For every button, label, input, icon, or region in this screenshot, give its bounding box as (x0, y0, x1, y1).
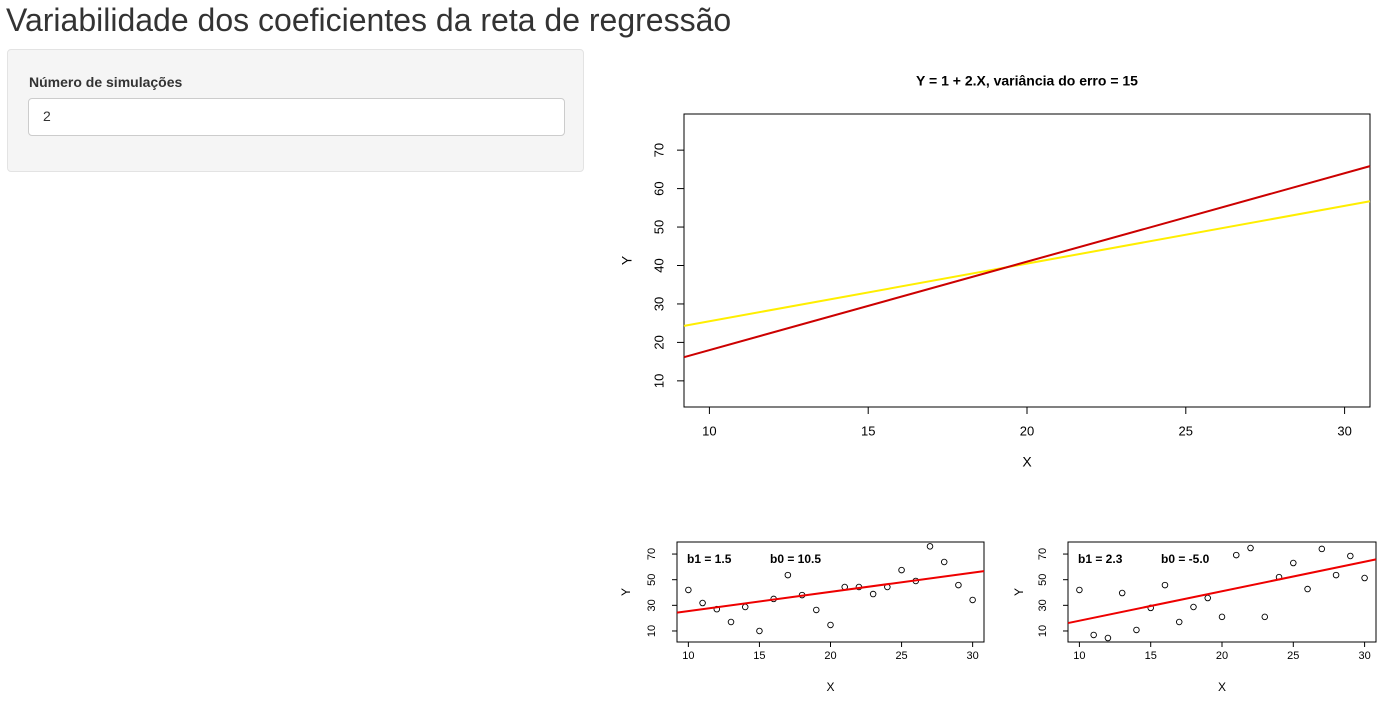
point (784, 571, 792, 579)
point (1332, 571, 1340, 579)
y-tick-label: 70 (646, 548, 658, 560)
point (1261, 613, 1269, 621)
x-axis-label: X (1218, 680, 1226, 694)
x-axis-label: X (826, 680, 834, 694)
x-tick-label: 30 (967, 650, 979, 662)
x-tick-label: 30 (1337, 423, 1351, 438)
y-tick-label: 10 (646, 625, 658, 637)
x-tick-label: 10 (1073, 650, 1085, 662)
point (969, 596, 976, 604)
sidebar-panel: Número de simulações 2 (7, 49, 584, 172)
fit-line (1067, 558, 1377, 625)
series-line (683, 165, 1371, 359)
point (1090, 631, 1097, 639)
point (940, 558, 948, 566)
annotation: b0 = -5.0 (1161, 552, 1210, 566)
point (827, 621, 834, 629)
point (955, 581, 962, 589)
point (1175, 618, 1183, 626)
point (1190, 603, 1197, 611)
x-tick-label: 30 (1358, 650, 1370, 662)
point (1076, 586, 1083, 594)
x-axis-label: X (1022, 454, 1032, 470)
point (1233, 551, 1240, 559)
y-axis-label: Y (1012, 588, 1026, 596)
point (1318, 545, 1326, 553)
point (1133, 626, 1140, 634)
plot-frame (683, 113, 1371, 408)
point (699, 599, 706, 607)
point (1304, 585, 1311, 593)
y-axis-label: Y (619, 588, 633, 596)
point (1118, 589, 1126, 597)
y-tick-label: 30 (646, 599, 658, 611)
point (1104, 634, 1112, 642)
fit-line (676, 570, 985, 614)
chart-title: Y = 1 + 2.X, variância do erro = 15 (916, 73, 1138, 89)
annotation: b1 = 2.3 (1078, 552, 1123, 566)
y-tick-label: 70 (1037, 548, 1049, 560)
point (869, 590, 877, 598)
point (926, 543, 934, 550)
y-tick-label: 50 (646, 574, 658, 586)
x-tick-label: 15 (861, 423, 875, 438)
series-line (683, 200, 1371, 327)
x-tick-label: 10 (682, 650, 694, 662)
point (1347, 552, 1354, 560)
point (741, 603, 749, 611)
x-tick-label: 15 (1145, 650, 1157, 662)
x-tick-label: 25 (895, 650, 907, 662)
point (813, 606, 820, 614)
x-tick-label: 10 (702, 423, 716, 438)
annotation: b0 = 10.5 (770, 552, 821, 566)
x-tick-label: 25 (1179, 423, 1193, 438)
x-tick-label: 15 (753, 650, 765, 662)
page-title: Variabilidade dos coeficientes da reta d… (6, 2, 732, 38)
point (1218, 613, 1226, 621)
y-tick-label: 30 (1037, 599, 1049, 611)
y-tick-label: 20 (651, 335, 666, 349)
point (756, 627, 763, 635)
point (898, 566, 905, 574)
y-tick-label: 10 (651, 374, 666, 388)
y-tick-label: 40 (651, 258, 666, 272)
point (685, 586, 692, 594)
y-tick-label: 30 (651, 297, 666, 311)
y-tick-label: 50 (651, 220, 666, 234)
y-axis-label: Y (619, 255, 635, 265)
annotation: b1 = 1.5 (687, 552, 732, 566)
y-tick-label: 60 (651, 181, 666, 195)
number-input[interactable]: 2 (28, 98, 565, 136)
point (727, 618, 735, 626)
point (1204, 594, 1211, 602)
input-label: Número de simulações (29, 74, 183, 90)
point (1361, 574, 1368, 582)
point (1290, 559, 1297, 567)
point (1247, 544, 1254, 552)
y-tick-label: 10 (1037, 625, 1049, 637)
y-tick-label: 50 (1037, 574, 1049, 586)
point (1161, 581, 1169, 589)
y-tick-label: 70 (651, 143, 666, 157)
x-tick-label: 25 (1287, 650, 1299, 662)
x-tick-label: 20 (824, 650, 836, 662)
x-tick-label: 20 (1020, 423, 1034, 438)
x-tick-label: 20 (1216, 650, 1228, 662)
